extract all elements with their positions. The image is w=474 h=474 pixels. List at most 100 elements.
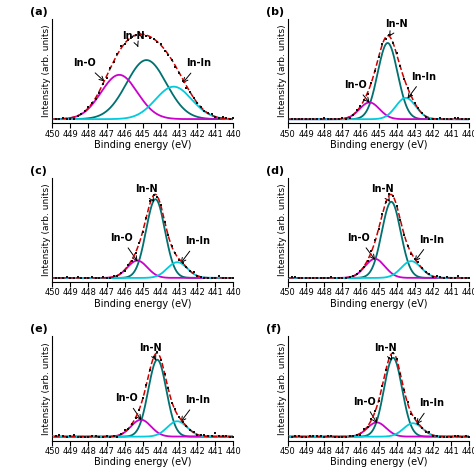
- Point: [193, 100, 201, 107]
- Point: [190, 268, 197, 275]
- Text: (b): (b): [266, 7, 284, 17]
- Point: [81, 274, 89, 282]
- Text: In-N: In-N: [371, 184, 393, 201]
- Text: In-N: In-N: [139, 343, 161, 360]
- Point: [219, 113, 227, 120]
- Point: [426, 115, 433, 123]
- Text: In-In: In-In: [182, 395, 210, 421]
- Point: [342, 274, 350, 282]
- Point: [433, 273, 440, 280]
- Point: [349, 111, 357, 119]
- Point: [422, 268, 429, 275]
- Text: In-O: In-O: [344, 80, 369, 102]
- Point: [219, 274, 227, 282]
- Point: [139, 394, 146, 402]
- Point: [175, 256, 183, 264]
- Point: [465, 433, 473, 440]
- Point: [208, 274, 216, 282]
- Point: [338, 274, 346, 282]
- Point: [125, 36, 132, 44]
- Point: [146, 34, 154, 42]
- Point: [230, 115, 237, 122]
- Point: [440, 274, 447, 282]
- Point: [85, 433, 92, 440]
- Text: (e): (e): [30, 324, 48, 334]
- Point: [66, 115, 74, 122]
- Y-axis label: Intensity (arb. units): Intensity (arb. units): [277, 25, 286, 118]
- Point: [114, 273, 121, 280]
- Point: [204, 432, 212, 439]
- Point: [161, 371, 168, 378]
- Text: (f): (f): [266, 324, 282, 334]
- Point: [288, 433, 295, 440]
- Point: [230, 274, 237, 282]
- Point: [52, 274, 60, 282]
- Point: [99, 433, 107, 440]
- Point: [408, 250, 415, 257]
- Point: [186, 88, 194, 96]
- Point: [92, 95, 100, 103]
- X-axis label: Binding energy (eV): Binding energy (eV): [330, 457, 428, 467]
- Point: [48, 115, 56, 123]
- Point: [197, 273, 205, 281]
- Point: [389, 192, 397, 200]
- Point: [302, 274, 310, 282]
- Point: [150, 353, 157, 361]
- Point: [335, 115, 343, 123]
- Text: In-O: In-O: [347, 233, 374, 259]
- Point: [397, 63, 404, 70]
- Point: [219, 432, 227, 440]
- Point: [215, 114, 223, 122]
- Point: [295, 274, 302, 282]
- Point: [143, 214, 150, 221]
- Point: [338, 433, 346, 440]
- Point: [132, 249, 139, 257]
- Point: [292, 432, 299, 440]
- Point: [74, 112, 82, 120]
- Point: [284, 273, 292, 281]
- Point: [211, 113, 219, 121]
- Point: [59, 432, 67, 440]
- Point: [444, 115, 451, 123]
- Point: [400, 231, 408, 238]
- Point: [77, 110, 85, 118]
- Point: [226, 115, 234, 123]
- Point: [367, 415, 375, 423]
- Point: [215, 273, 223, 280]
- Point: [440, 433, 447, 440]
- Point: [114, 433, 121, 440]
- Point: [106, 433, 114, 440]
- Point: [364, 257, 372, 264]
- Point: [74, 433, 82, 440]
- Point: [99, 80, 107, 88]
- Point: [415, 258, 422, 266]
- Point: [393, 202, 401, 210]
- Point: [172, 63, 179, 71]
- Point: [444, 433, 451, 440]
- Point: [451, 432, 458, 440]
- Point: [408, 410, 415, 418]
- Point: [117, 269, 125, 277]
- Point: [328, 432, 335, 440]
- Point: [386, 31, 393, 39]
- X-axis label: Binding energy (eV): Binding energy (eV): [94, 140, 191, 150]
- Point: [299, 115, 306, 123]
- Point: [375, 226, 383, 233]
- Point: [190, 94, 197, 102]
- Point: [426, 428, 433, 436]
- Point: [88, 100, 96, 107]
- Point: [299, 433, 306, 440]
- Point: [92, 432, 100, 440]
- Point: [306, 432, 313, 440]
- X-axis label: Binding energy (eV): Binding energy (eV): [94, 457, 191, 467]
- Point: [353, 271, 361, 278]
- Point: [211, 274, 219, 282]
- Point: [52, 432, 60, 439]
- Point: [356, 431, 364, 439]
- Point: [393, 49, 401, 57]
- Point: [465, 115, 473, 123]
- Point: [346, 273, 353, 281]
- Text: (a): (a): [30, 7, 48, 17]
- Point: [204, 109, 212, 116]
- Point: [63, 433, 71, 440]
